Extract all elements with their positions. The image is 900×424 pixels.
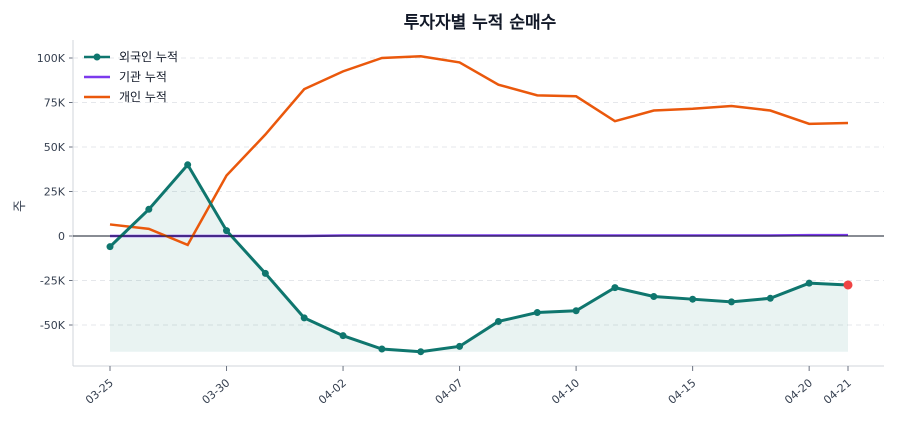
legend-label: 기관 누적 [119,70,167,84]
chart-title: 투자자별 누적 순매수 [404,13,557,33]
legend-marker [93,53,101,61]
data-point [145,205,153,213]
y-tick-label: 25K [44,186,66,199]
y-tick-label: -50K [40,319,66,332]
x-tick-label: 03-30 [200,376,233,407]
data-point [223,227,231,235]
y-tick-label: -25K [40,275,66,288]
data-point [184,161,192,169]
y-tick-label: 50K [44,141,66,154]
data-point [572,307,580,315]
data-point [106,243,114,251]
data-point [300,314,308,322]
data-point [611,284,619,292]
legend-label: 외국인 누적 [119,50,178,64]
legend-label: 개인 누적 [119,90,167,104]
x-tick-label: 04-15 [666,376,699,407]
x-tick-label: 04-21 [821,376,854,407]
x-tick-label: 04-10 [549,376,582,407]
x-tick-label: 04-20 [782,376,815,407]
data-point [689,295,697,303]
data-point [766,294,774,302]
data-point [727,298,735,306]
foreign-area-fill [110,164,848,352]
x-tick-label: 03-25 [83,376,116,407]
data-point [339,332,347,340]
data-point [533,309,541,317]
x-tick-label: 04-02 [316,376,349,407]
data-point [843,280,853,290]
data-point [650,293,658,301]
x-tick-label: 04-07 [433,376,466,407]
data-point [378,345,386,353]
y-tick-label: 0 [58,230,65,243]
y-axis-label: 주 [13,200,28,212]
data-point [494,317,502,325]
y-tick-label: 100K [37,52,66,65]
series-line-2 [109,54,849,247]
data-point [417,348,425,356]
series-line-0 [108,162,849,354]
data-point [456,342,464,350]
data-point [805,279,813,287]
y-tick-label: 75K [44,97,66,110]
data-point [261,269,269,277]
